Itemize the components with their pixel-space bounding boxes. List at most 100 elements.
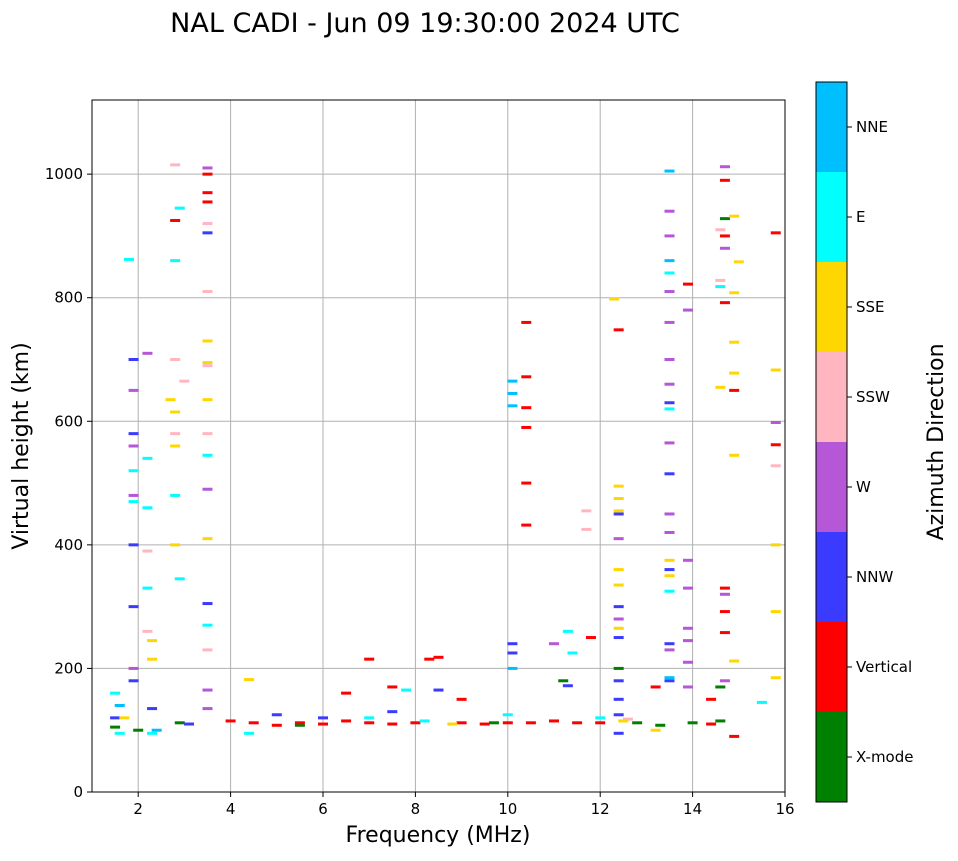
data-point [410, 721, 421, 725]
data-point [729, 291, 740, 295]
data-point [294, 721, 305, 725]
colorbar-segment [816, 712, 847, 802]
data-point [581, 509, 592, 513]
data-point [613, 617, 624, 621]
data-point [664, 169, 675, 173]
data-point [114, 731, 125, 735]
data-point [142, 549, 153, 553]
data-point [719, 234, 730, 238]
data-point [770, 443, 781, 447]
x-tick-label: 14 [683, 800, 702, 818]
colorbar-label: SSW [856, 388, 890, 406]
data-point [174, 206, 185, 210]
data-point [174, 721, 185, 725]
data-point [715, 719, 726, 723]
data-point [525, 721, 536, 725]
data-point [715, 285, 726, 289]
data-point [170, 358, 181, 361]
data-point [719, 246, 730, 250]
x-tick-label: 16 [775, 800, 794, 818]
data-point [613, 509, 624, 513]
grid-lines [92, 100, 786, 793]
data-point [202, 200, 213, 204]
data-point [202, 166, 213, 170]
data-point [719, 610, 730, 614]
data-point [507, 666, 518, 670]
colorbar-label: E [856, 208, 865, 226]
data-point [664, 642, 675, 646]
data-point [170, 444, 181, 448]
data-point [507, 651, 518, 655]
colorbar-label: NNW [856, 568, 893, 586]
y-axis-title: Virtual height (km) [9, 342, 34, 549]
data-point [174, 577, 185, 581]
data-point [664, 589, 675, 593]
data-point [613, 605, 624, 609]
data-point [364, 657, 375, 661]
data-point [202, 231, 213, 235]
data-point [719, 165, 730, 169]
y-tick-label: 1000 [45, 165, 83, 183]
data-point [433, 655, 444, 659]
data-point [733, 260, 744, 264]
data-point [770, 368, 781, 372]
axis-ticks: 2 4 6 8 10 12 14 16 0 200 400 600 800 1000 [45, 165, 795, 818]
series-w [128, 165, 781, 711]
data-point [128, 666, 139, 670]
data-point [202, 537, 213, 541]
data-point [770, 421, 781, 425]
data-point [521, 481, 532, 485]
data-point [225, 719, 236, 723]
y-tick-label: 200 [54, 659, 83, 677]
data-point [364, 716, 375, 720]
data-point [585, 636, 596, 640]
data-point [202, 487, 213, 491]
data-point [618, 719, 629, 723]
data-point [202, 364, 213, 368]
data-point [613, 679, 624, 683]
x-tick-label: 6 [318, 800, 328, 818]
data-point [123, 257, 134, 261]
colorbar-label: Vertical [856, 658, 912, 676]
data-point [142, 586, 153, 590]
data-point [664, 558, 675, 562]
data-point [682, 308, 693, 312]
data-point [572, 721, 583, 725]
series-sse [119, 214, 781, 732]
data-point [456, 721, 467, 725]
data-point [170, 432, 181, 436]
data-point [128, 493, 139, 497]
data-point [128, 500, 139, 504]
data-point [664, 472, 675, 476]
colorbar-label: NNE [856, 118, 888, 136]
data-point [387, 685, 398, 689]
plot-frame [91, 99, 786, 793]
data-point [114, 704, 125, 707]
data-point [729, 388, 740, 392]
y-tick-label: 400 [54, 536, 83, 554]
data-point [562, 684, 573, 688]
data-point [202, 688, 213, 692]
data-point [715, 278, 726, 282]
data-point [202, 339, 213, 343]
data-point [719, 592, 730, 596]
colorbar-label: X-mode [856, 748, 913, 766]
data-point [682, 626, 693, 630]
data-point [507, 404, 518, 408]
data-point [613, 537, 624, 541]
data-point [770, 676, 781, 680]
data-point [715, 385, 726, 389]
y-tick-label: 0 [73, 783, 83, 801]
data-point [202, 398, 213, 402]
data-point [521, 406, 532, 410]
series-x-mode [110, 217, 730, 732]
data-point [424, 657, 435, 661]
series-nne [114, 169, 675, 732]
data-point [664, 382, 675, 386]
data-point [128, 679, 139, 683]
data-point [770, 543, 781, 547]
data-point [549, 642, 559, 646]
data-point [756, 700, 767, 704]
data-point [664, 648, 675, 652]
series-ssw [142, 163, 781, 721]
